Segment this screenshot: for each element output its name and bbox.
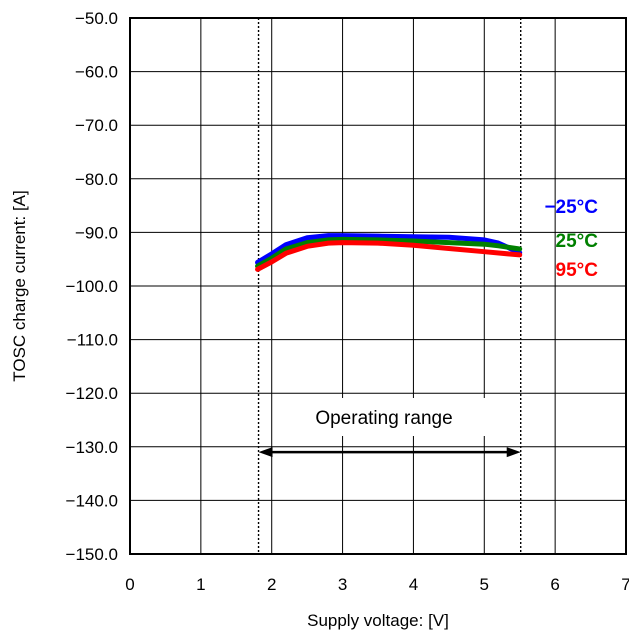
series-line <box>255 236 523 269</box>
x-tick-label: 3 <box>338 575 347 594</box>
series-labels: −25°C 25°C 95°C <box>544 197 598 281</box>
x-tick-label: 2 <box>267 575 276 594</box>
series-line <box>255 233 523 265</box>
plot-frame <box>129 17 627 555</box>
series-label: 25°C <box>556 231 599 252</box>
y-tick-label: −90.0 <box>75 223 118 242</box>
x-tick-label: 6 <box>550 575 559 594</box>
operating-range-label-bg <box>282 398 488 436</box>
y-tick-label: −110.0 <box>67 331 118 350</box>
x-tick-label: 7 <box>621 575 629 594</box>
x-axis-title: Supply voltage: [V] <box>307 611 449 630</box>
x-tick-label: 0 <box>125 575 134 594</box>
y-tick-label: −140.0 <box>66 491 118 510</box>
x-tick-label: 1 <box>196 575 205 594</box>
series-group <box>255 233 523 272</box>
arrow-head-left <box>258 447 273 458</box>
operating-range-arrow <box>258 447 521 458</box>
y-tick-label: −50.0 <box>75 9 118 28</box>
x-tick-labels: 0 1 2 3 4 5 6 7 <box>125 575 629 594</box>
series-label: −25°C <box>544 197 598 218</box>
y-tick-label: −150.0 <box>66 545 118 564</box>
series-label: 95°C <box>556 260 599 281</box>
y-axis-title: TOSC charge current: [A] <box>10 190 29 381</box>
x-tick-label: 4 <box>409 575 418 594</box>
y-tick-labels: −50.0 −60.0 −70.0 −80.0 −90.0 −100.0 −110.0 −12… <box>66 9 118 564</box>
grid <box>130 18 626 554</box>
y-tick-label: −100.0 <box>66 277 118 296</box>
operating-range-label: Operating range <box>315 408 452 429</box>
y-tick-label: −120.0 <box>66 384 118 403</box>
y-tick-label: −60.0 <box>75 63 118 82</box>
x-tick-label: 5 <box>480 575 489 594</box>
y-tick-label: −130.0 <box>66 438 118 457</box>
operating-range-lines <box>257 18 522 554</box>
series-line <box>255 240 523 272</box>
y-tick-label: −70.0 <box>75 116 118 135</box>
arrow-head-right <box>506 447 521 458</box>
y-tick-label: −80.0 <box>75 170 118 189</box>
